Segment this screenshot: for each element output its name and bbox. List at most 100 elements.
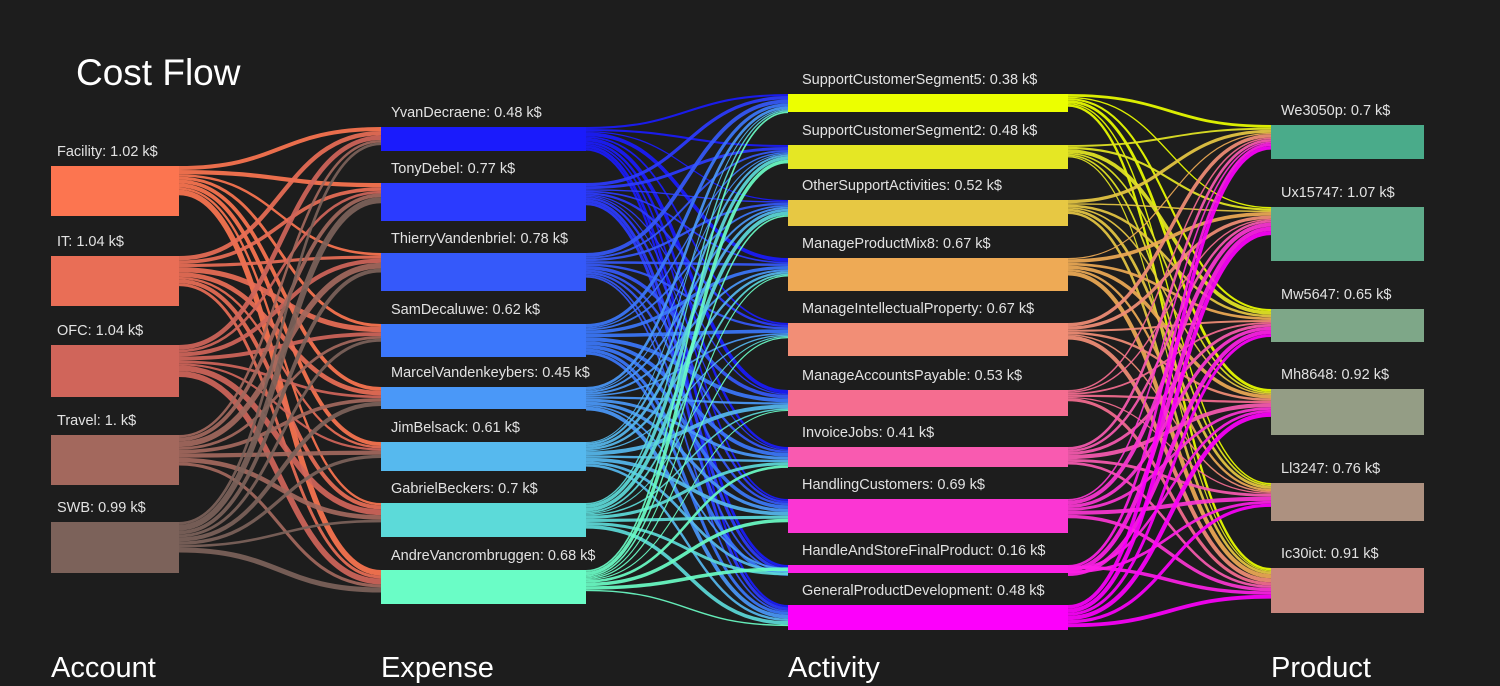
- node-supportcustomersegment5[interactable]: [788, 94, 1068, 112]
- node-samdecaluwe[interactable]: [381, 324, 586, 357]
- flow-link: [178, 283, 382, 579]
- node-we3050p[interactable]: [1271, 125, 1424, 159]
- flow-link: [585, 457, 789, 516]
- flow-link: [1067, 141, 1272, 501]
- flow-link: [1067, 334, 1272, 493]
- flow-link: [585, 408, 789, 516]
- flow-link: [585, 462, 789, 519]
- flow-link: [1067, 231, 1272, 613]
- node-ll3247[interactable]: [1271, 483, 1424, 521]
- flow-link: [585, 153, 789, 391]
- node-swb[interactable]: [51, 522, 179, 573]
- flow-link: [178, 127, 382, 170]
- flow-link: [585, 129, 789, 148]
- flow-link: [585, 110, 789, 505]
- flow-link: [1067, 396, 1272, 494]
- flow-link: [178, 360, 382, 399]
- flow-link: [585, 341, 789, 457]
- node-label-ofc: OFC: 1.04 k$: [57, 323, 143, 339]
- node-supportcustomersegment2[interactable]: [788, 145, 1068, 169]
- flow-link: [1067, 461, 1272, 588]
- node-label-handlingcustomers: HandlingCustomers: 0.69 k$: [802, 477, 985, 493]
- flow-link: [585, 199, 789, 571]
- node-label-tonydebel: TonyDebel: 0.77 k$: [391, 161, 515, 177]
- flow-link: [1067, 96, 1272, 209]
- flow-link: [1067, 409, 1272, 571]
- node-thierryvandenbriel[interactable]: [381, 253, 586, 291]
- node-label-ic30ict: Ic30ict: 0.91 k$: [1281, 546, 1379, 562]
- links-layer: [178, 93, 1272, 628]
- node-andrevancrombruggen[interactable]: [381, 570, 586, 604]
- node-generalproductdevelopment[interactable]: [788, 605, 1068, 630]
- node-label-ux15747: Ux15747: 1.07 k$: [1281, 185, 1395, 201]
- flow-link: [178, 176, 382, 327]
- node-mw5647[interactable]: [1271, 309, 1424, 342]
- node-handleandstorefinalproduct[interactable]: [788, 565, 1068, 573]
- node-label-it: IT: 1.04 k$: [57, 234, 124, 250]
- flow-link: [585, 111, 789, 572]
- flow-link: [1067, 222, 1272, 505]
- flow-link: [1067, 139, 1272, 450]
- node-travel[interactable]: [51, 435, 179, 485]
- node-facility[interactable]: [51, 166, 179, 216]
- node-ic30ict[interactable]: [1271, 568, 1424, 613]
- node-yvandecraene[interactable]: [381, 127, 586, 151]
- flow-link: [178, 450, 382, 458]
- flow-link: [178, 268, 382, 535]
- flow-link: [1067, 146, 1272, 211]
- node-manageintellectualproperty[interactable]: [788, 323, 1068, 356]
- flow-link: [1067, 211, 1272, 263]
- node-jimbelsack[interactable]: [381, 442, 586, 471]
- flow-link: [585, 136, 789, 325]
- flow-link: [585, 154, 789, 446]
- flow-link: [178, 363, 382, 451]
- node-marcelvandenkeybers[interactable]: [381, 387, 586, 409]
- flow-link: [585, 192, 789, 328]
- node-tonydebel[interactable]: [381, 183, 586, 221]
- flow-link: [1067, 143, 1272, 568]
- flow-link: [178, 142, 382, 525]
- node-othersupportactivities[interactable]: [788, 200, 1068, 226]
- flow-link: [1067, 265, 1272, 399]
- flow-link: [1067, 323, 1272, 455]
- flow-link: [178, 189, 382, 576]
- column-label-product: Product: [1271, 652, 1371, 684]
- flow-link: [178, 332, 382, 361]
- flow-link: [585, 464, 789, 622]
- node-manageproductmix8[interactable]: [788, 258, 1068, 291]
- flow-link: [178, 547, 382, 593]
- node-it[interactable]: [51, 256, 179, 306]
- node-label-generalproductdevelopment: GeneralProductDevelopment: 0.48 k$: [802, 583, 1045, 599]
- node-label-marcelvandenkeybers: MarcelVandenkeybers: 0.45 k$: [391, 365, 590, 381]
- node-ofc[interactable]: [51, 345, 179, 397]
- flow-link: [178, 371, 382, 585]
- flow-link: [1067, 334, 1272, 616]
- flow-link: [1067, 204, 1272, 318]
- flow-link: [585, 465, 789, 583]
- flow-link: [1067, 100, 1272, 392]
- flow-link: [178, 169, 382, 188]
- flow-link: [178, 401, 382, 542]
- flow-link: [585, 106, 789, 390]
- flow-link: [585, 197, 789, 503]
- node-gabrielbeckers[interactable]: [381, 503, 586, 537]
- flow-link: [585, 202, 789, 611]
- flow-link: [178, 258, 382, 357]
- flow-link: [585, 515, 789, 522]
- node-invoicejobs[interactable]: [788, 447, 1068, 467]
- node-label-swb: SWB: 0.99 k$: [57, 500, 146, 516]
- node-ux15747[interactable]: [1271, 207, 1424, 261]
- node-label-supportcustomersegment2: SupportCustomerSegment2: 0.48 k$: [802, 123, 1037, 139]
- node-handlingcustomers[interactable]: [788, 499, 1068, 533]
- flow-link: [585, 351, 789, 615]
- flow-link: [585, 261, 789, 266]
- flow-link: [178, 519, 382, 548]
- flow-link: [178, 338, 382, 538]
- flow-link: [1067, 503, 1272, 624]
- flow-link: [178, 255, 382, 268]
- flow-link: [1067, 220, 1272, 453]
- node-manageaccountspayable[interactable]: [788, 390, 1068, 416]
- flow-link: [585, 589, 789, 627]
- chart-title: Cost Flow: [76, 52, 241, 93]
- node-mh8648[interactable]: [1271, 389, 1424, 435]
